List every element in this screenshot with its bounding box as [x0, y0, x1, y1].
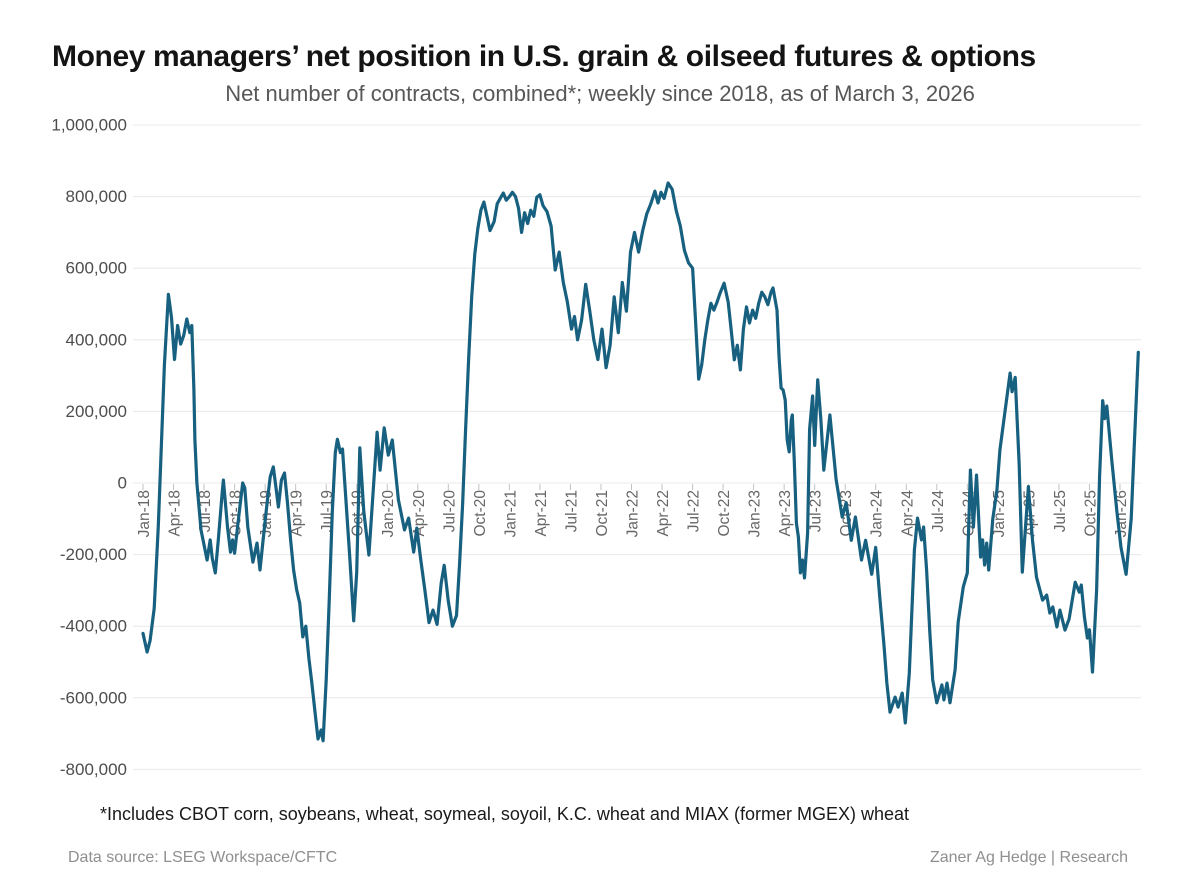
- y-axis-tick-label: 0: [118, 474, 127, 493]
- x-axis-tick-label: Jan-24: [869, 490, 886, 538]
- y-axis-tick-label: 600,000: [66, 259, 127, 278]
- x-axis-tick-label: Jul-21: [563, 490, 580, 532]
- x-axis-tick-label: Jan-20: [380, 490, 397, 538]
- y-axis-tick-label: -200,000: [60, 545, 127, 564]
- x-axis-tick-label: Apr-22: [655, 490, 672, 537]
- x-axis-tick-label: Apr-23: [777, 490, 794, 537]
- x-axis-tick-label: Apr-19: [289, 490, 306, 537]
- x-axis-tick-label: Oct-21: [594, 490, 611, 537]
- brand-credit: Zaner Ag Hedge | Research: [929, 849, 1128, 866]
- x-axis-tick-label: Jul-23: [808, 490, 825, 532]
- y-axis-tick-label: 400,000: [66, 330, 127, 349]
- page-title: Money managers’ net position in U.S. gra…: [52, 40, 1036, 73]
- x-axis-tick-label: Jul-25: [1052, 490, 1069, 532]
- y-axis-tick-label: -800,000: [60, 760, 127, 779]
- x-axis-tick-label: Jul-20: [441, 490, 458, 533]
- x-axis-tick-label: Jan-21: [502, 490, 519, 537]
- net-position-line: [141, 181, 1140, 743]
- chart-footnote: *Includes CBOT corn, soybeans, wheat, so…: [100, 804, 909, 824]
- x-axis-tick-label: Jul-24: [930, 490, 947, 533]
- chart-subtitle: Net number of contracts, combined*; week…: [225, 81, 975, 106]
- x-axis-tick-label: Oct-22: [716, 490, 733, 537]
- y-axis-tick-label: -400,000: [60, 617, 127, 636]
- x-axis-tick-label: Jan-23: [747, 490, 764, 537]
- y-axis-tick-label: -600,000: [60, 688, 127, 707]
- x-axis-tick-label: Apr-24: [899, 490, 916, 537]
- x-axis-tick-label: Apr-18: [167, 490, 184, 537]
- y-axis-tick-label: 200,000: [66, 402, 127, 421]
- data-source-note: Data source: LSEG Workspace/CFTC: [68, 849, 338, 866]
- x-axis-tick-label: Oct-20: [472, 490, 489, 537]
- y-axis-tick-label: 800,000: [66, 187, 127, 206]
- x-axis-tick-label: Jan-22: [624, 490, 641, 537]
- x-axis-tick-label: Jan-18: [136, 490, 153, 537]
- x-axis-tick-label: Apr-21: [533, 490, 550, 537]
- y-axis-tick-label: 1,000,000: [51, 116, 127, 135]
- x-axis-tick-label: Apr-20: [411, 490, 428, 537]
- x-axis-tick-label: Oct-25: [1082, 490, 1099, 537]
- x-axis-tick-label: Jul-22: [686, 490, 703, 532]
